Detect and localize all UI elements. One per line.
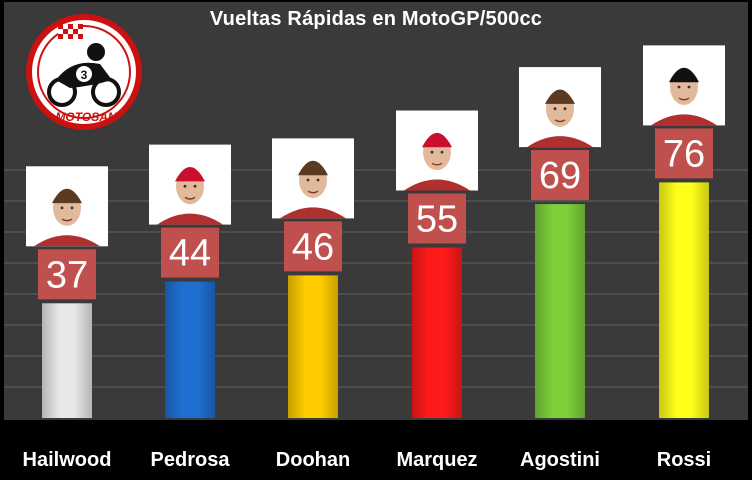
- rider-eye: [553, 107, 557, 111]
- rider-mouth: [431, 162, 443, 166]
- rider-torso: [157, 213, 223, 225]
- rider-mouth: [61, 218, 73, 222]
- data-label-box: [655, 128, 713, 179]
- data-label-box: [531, 150, 589, 201]
- rider-photo: [272, 138, 354, 219]
- rider-hair: [422, 132, 452, 148]
- data-label: 37: [46, 254, 88, 296]
- data-label: 46: [292, 226, 334, 268]
- data-label-box: [408, 193, 466, 244]
- bar: [659, 182, 709, 418]
- bar: [42, 303, 92, 418]
- logo-flag-square: [63, 24, 68, 29]
- logo-flag-square: [58, 34, 63, 39]
- logo-flag-square: [78, 34, 83, 39]
- logo-number-plate: [76, 66, 92, 82]
- rider-torso: [280, 207, 346, 219]
- rider-torso: [34, 235, 100, 247]
- bar: [412, 247, 462, 418]
- rider-photo: [26, 166, 108, 247]
- category-label: Hailwood: [23, 449, 112, 471]
- logo-flag-square: [63, 34, 68, 39]
- rider-helmet-icon: [87, 43, 105, 61]
- rider-mouth: [554, 119, 566, 123]
- rider-eye: [306, 178, 310, 182]
- logo-flag-square: [58, 24, 63, 29]
- rider-hair: [669, 67, 699, 83]
- rider-eye: [563, 107, 567, 111]
- logo-flag-square: [68, 29, 73, 34]
- bar: [535, 204, 585, 418]
- rider-hair: [298, 160, 328, 176]
- logo-flag-square: [73, 34, 78, 39]
- rider-eye: [440, 150, 444, 154]
- rider-eye: [70, 206, 74, 210]
- data-label-box: [284, 221, 342, 272]
- logo-text: MOTOSAN: [55, 110, 116, 124]
- logo-ring: [26, 14, 142, 130]
- category-label: Doohan: [276, 449, 350, 471]
- logo-flag-square: [78, 29, 83, 34]
- data-label: 76: [663, 133, 705, 175]
- rider-hair: [545, 89, 575, 104]
- rider-photo: [149, 144, 231, 225]
- rider-eye: [60, 206, 64, 210]
- bar: [165, 281, 215, 418]
- logo-flag-square: [68, 24, 73, 29]
- rider-eye: [677, 85, 681, 89]
- category-label: Marquez: [396, 449, 477, 471]
- logo-flag-square: [68, 34, 73, 39]
- rider-hair: [52, 188, 82, 204]
- rider-photo: [519, 67, 601, 148]
- logo-flag-square: [78, 24, 83, 29]
- rider-photo: [643, 45, 725, 126]
- rider-mouth: [678, 97, 690, 101]
- data-label: 69: [539, 155, 581, 197]
- data-label: 55: [416, 199, 458, 241]
- bar: [288, 275, 338, 418]
- logo-flag-square: [73, 29, 78, 34]
- category-label: Rossi: [657, 449, 711, 471]
- rider-eye: [193, 184, 197, 188]
- rider-eye: [430, 150, 434, 154]
- rider-torso: [527, 136, 593, 148]
- rider-eye: [687, 85, 691, 89]
- rider-torso: [404, 179, 470, 191]
- logo-flag-square: [73, 24, 78, 29]
- rider-eye: [316, 178, 320, 182]
- logo-flag-square: [58, 29, 63, 34]
- rider-mouth: [184, 196, 196, 200]
- rider-torso: [651, 114, 717, 126]
- data-label: 44: [169, 233, 211, 275]
- rider-eye: [183, 184, 187, 188]
- motosan-logo: 3 MOTOSAN: [26, 14, 142, 130]
- category-label: Pedrosa: [151, 449, 231, 471]
- rider-mouth: [307, 190, 319, 194]
- data-label-box: [161, 227, 219, 278]
- logo-flag-square: [63, 29, 68, 34]
- logo-number: 3: [81, 68, 88, 82]
- rider-photo: [396, 110, 478, 191]
- data-label-box: [38, 249, 96, 300]
- rider-hair: [175, 167, 205, 182]
- logo-inner-ring: [37, 25, 131, 119]
- category-label: Agostini: [520, 449, 600, 471]
- chart-title: Vueltas Rápidas en MotoGP/500cc: [209, 8, 543, 30]
